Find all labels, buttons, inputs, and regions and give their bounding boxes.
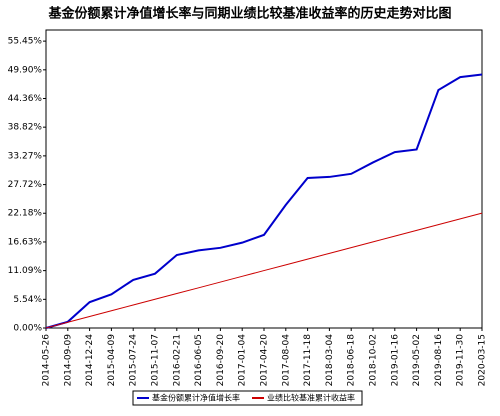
y-tick-label: 5.54% — [13, 295, 42, 305]
x-tick-label: 2015-07-24 — [129, 334, 139, 387]
x-tick-label: 2016-09-20 — [216, 334, 226, 387]
y-tick-label: 33.27% — [8, 151, 43, 161]
x-tick-label: 2014-09-09 — [63, 334, 73, 387]
x-tick-label: 2019-01-16 — [390, 334, 400, 387]
y-tick-label: 38.82% — [8, 123, 43, 133]
x-tick-label: 2020-03-15 — [478, 334, 488, 386]
y-tick-label: 11.09% — [8, 266, 43, 276]
x-tick-label: 2019-05-02 — [412, 334, 422, 386]
y-tick-label: 44.36% — [8, 94, 43, 104]
x-tick-label: 2016-02-21 — [172, 334, 182, 386]
x-tick-label: 2014-05-26 — [42, 334, 52, 387]
legend-label: 业绩比较基准累计收益率 — [267, 393, 355, 403]
x-tick-label: 2015-11-07 — [151, 334, 161, 386]
chart-title: 基金份额累计净值增长率与同期业绩比较基准收益率的历史走势对比图 — [47, 6, 451, 22]
x-tick-label: 2018-06-18 — [347, 334, 357, 387]
legend-box — [132, 390, 363, 406]
plot-frame — [45, 29, 483, 329]
y-tick-label: 22.18% — [8, 209, 43, 219]
y-tick-label: 16.63% — [8, 237, 43, 247]
x-tick-label: 2019-11-30 — [456, 334, 466, 387]
x-tick-label: 2017-11-18 — [303, 334, 313, 387]
y-tick-label: 49.90% — [8, 65, 43, 75]
legend-label: 基金份额累计净值增长率 — [152, 393, 240, 403]
x-tick-label: 2018-10-02 — [369, 334, 379, 386]
x-tick-label: 2017-08-04 — [281, 334, 291, 387]
x-tick-label: 2019-08-16 — [434, 334, 444, 387]
series-line — [45, 212, 483, 329]
x-tick-label: 2018-03-04 — [325, 334, 335, 387]
y-tick-label: 0.00% — [13, 324, 42, 334]
x-tick-label: 2017-04-20 — [260, 334, 270, 387]
y-tick-label: 55.45% — [8, 37, 43, 47]
y-tick-label: 27.72% — [8, 180, 43, 190]
x-tick-label: 2016-06-05 — [194, 334, 204, 386]
x-tick-label: 2014-12-24 — [85, 334, 95, 387]
x-tick-label: 2015-04-09 — [107, 334, 117, 387]
series-line — [45, 73, 483, 329]
x-tick-label: 2017-01-04 — [238, 334, 248, 387]
